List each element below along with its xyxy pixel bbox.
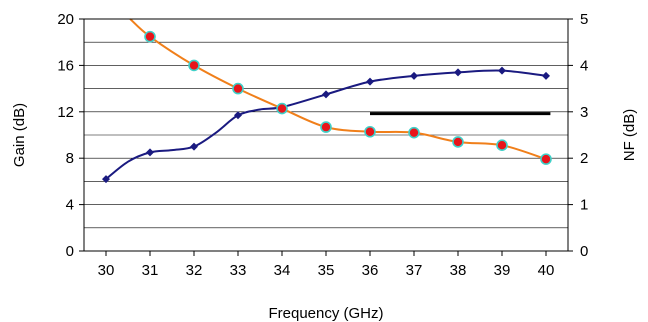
- y-tick-label: 8: [66, 150, 74, 167]
- y-tick-label: 20: [57, 11, 74, 28]
- nf-line: [129, 18, 547, 161]
- y2-tick-label: 0: [580, 243, 588, 260]
- gain-point: [234, 111, 242, 120]
- gain-point: [322, 90, 330, 99]
- gain-point: [146, 148, 154, 157]
- gain-point: [410, 71, 418, 80]
- y-tick-label: 12: [57, 104, 74, 121]
- x-tick-label: 30: [98, 262, 115, 279]
- nf-point: [320, 121, 332, 133]
- nf-point: [452, 136, 464, 148]
- nf-point: [276, 102, 288, 115]
- x-tick-label: 35: [318, 262, 335, 279]
- y2-tick-label: 5: [580, 11, 588, 28]
- y-axis-ticks: 0 4 8 12 16 20: [57, 11, 84, 260]
- series-layer: [102, 18, 552, 184]
- gain-point: [498, 66, 506, 75]
- y2-tick-label: 4: [580, 57, 588, 74]
- y2-tick-label: 2: [580, 150, 588, 167]
- nf-point: [408, 126, 420, 139]
- x-axis-label: Frequency (GHz): [268, 305, 383, 322]
- gain-line: [105, 69, 547, 180]
- y2-axis-ticks: 0 1 2 3 4 5: [568, 11, 588, 260]
- y-tick-label: 4: [66, 197, 74, 214]
- x-tick-label: 34: [274, 262, 291, 279]
- nf-point: [232, 82, 244, 95]
- nf-point: [364, 125, 376, 138]
- x-tick-label: 37: [406, 262, 423, 279]
- x-tick-label: 38: [450, 262, 467, 279]
- x-tick-label: 39: [494, 262, 511, 279]
- gain-point: [102, 175, 110, 184]
- x-tick-label: 32: [186, 262, 203, 279]
- y2-tick-label: 1: [580, 197, 588, 214]
- x-tick-label: 40: [538, 262, 555, 279]
- gain-point: [190, 142, 198, 151]
- x-tick-label: 31: [142, 262, 159, 279]
- nf-point: [496, 139, 508, 152]
- gain-point: [366, 77, 374, 86]
- x-tick-label: 36: [362, 262, 379, 279]
- gain-point: [454, 68, 462, 77]
- x-axis-ticks: 30 31 32 33 34 35 36 37 38 39 40: [98, 251, 555, 279]
- y-tick-label: 16: [57, 57, 74, 74]
- nf-point: [540, 153, 552, 165]
- y2-axis-label: NF (dB): [621, 109, 638, 162]
- x-tick-label: 33: [230, 262, 247, 279]
- y2-tick-label: 3: [580, 104, 588, 121]
- y-axis-label: Gain (dB): [11, 103, 28, 167]
- gridlines: [84, 41, 568, 229]
- nf-point: [188, 59, 200, 72]
- nf-point: [144, 30, 156, 43]
- gain-point: [542, 71, 550, 80]
- y-tick-label: 0: [66, 243, 74, 260]
